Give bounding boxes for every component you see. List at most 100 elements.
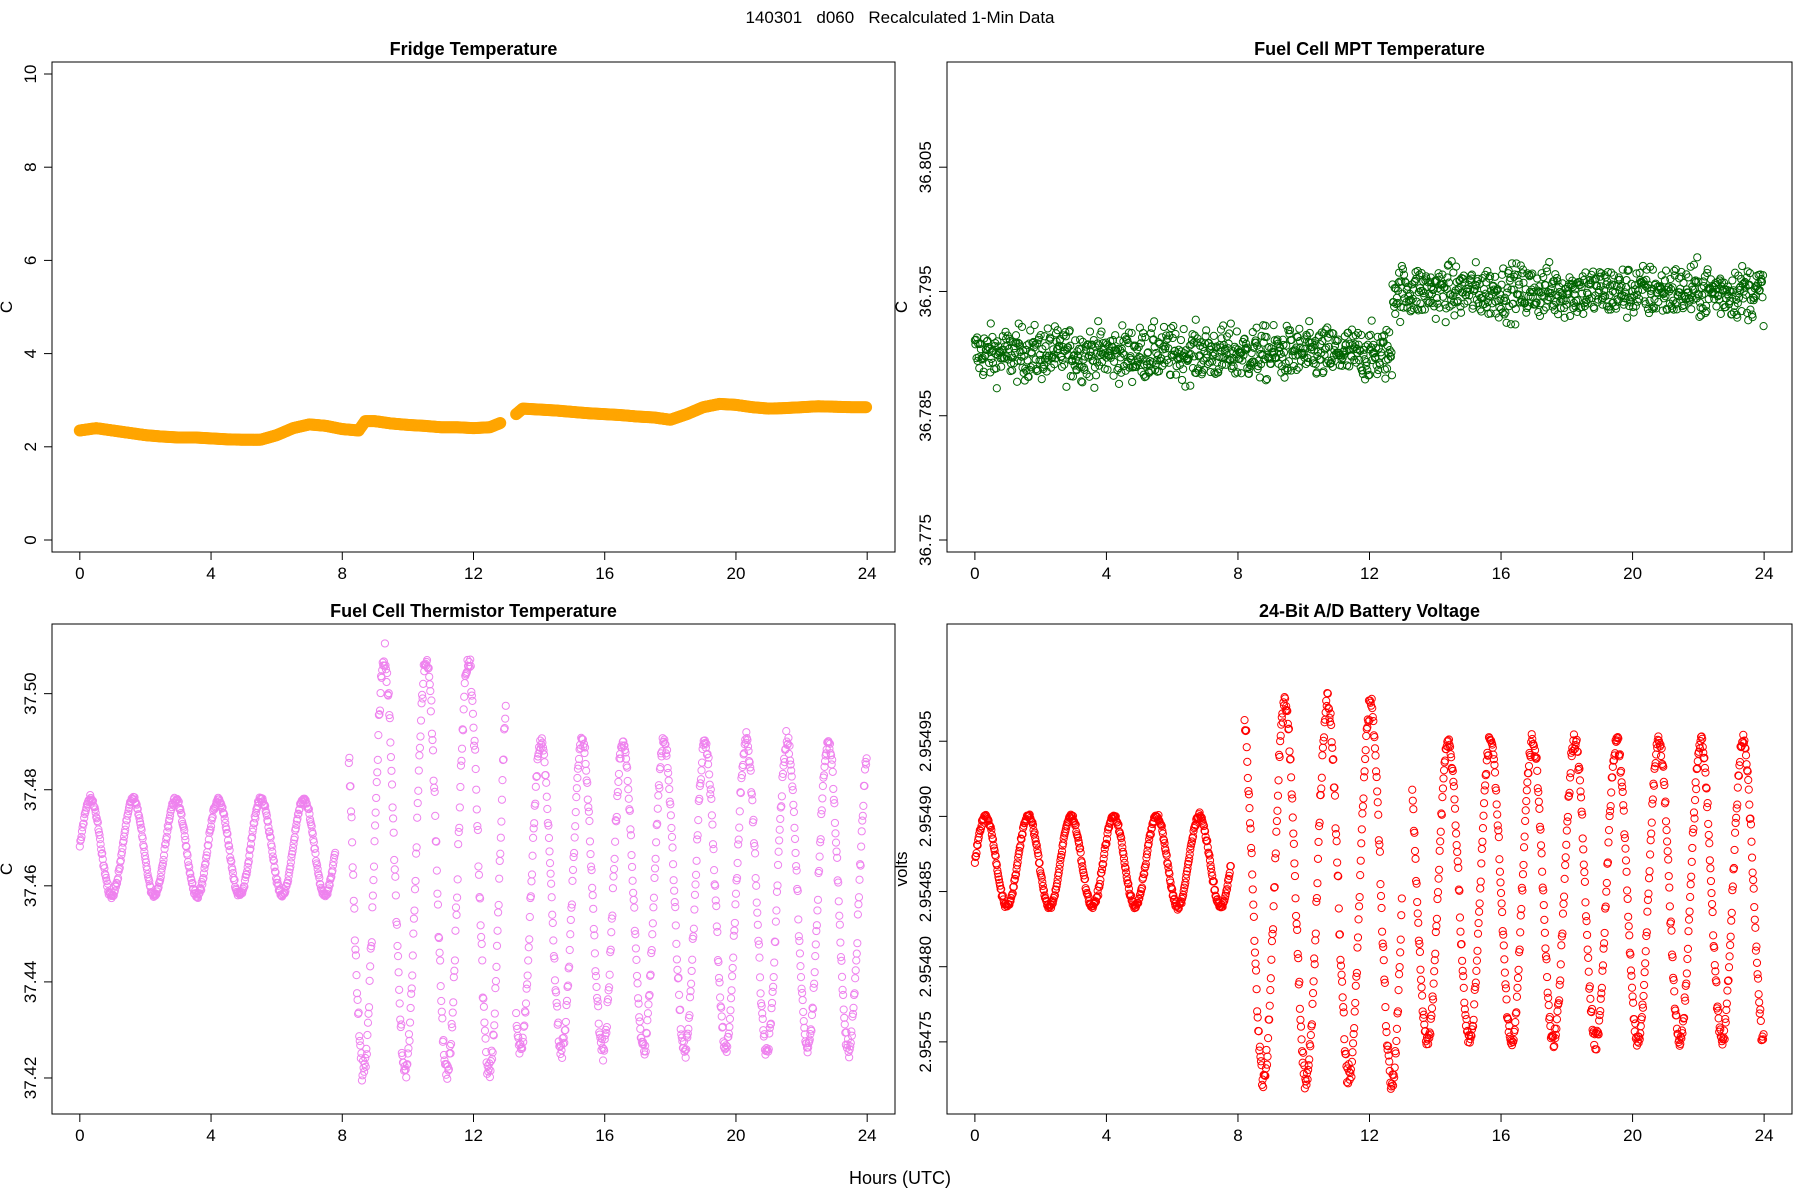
data-point	[428, 746, 438, 755]
data-point	[860, 781, 869, 791]
data-point	[1036, 331, 1045, 340]
data-point	[688, 955, 697, 964]
x-tick-label: 12	[464, 564, 483, 583]
data-point	[1152, 356, 1161, 365]
data-point	[1261, 321, 1270, 330]
data-point	[1520, 832, 1529, 841]
data-point	[1015, 339, 1024, 348]
data-point	[1561, 861, 1570, 870]
data-point	[409, 929, 418, 938]
data-point	[1103, 365, 1112, 374]
data-point	[1608, 773, 1617, 782]
data-point	[1684, 927, 1693, 936]
data-point	[1130, 342, 1139, 351]
data-point	[1687, 305, 1696, 314]
data-point	[666, 811, 675, 820]
data-point	[1311, 936, 1320, 945]
data-point	[798, 995, 807, 1005]
data-point	[752, 898, 761, 907]
data-point	[708, 820, 717, 829]
data-point	[1600, 928, 1609, 938]
data-point	[1420, 1020, 1429, 1029]
data-point	[1053, 326, 1062, 335]
data-point	[1386, 352, 1395, 361]
data-point	[495, 856, 504, 866]
data-point	[1390, 1063, 1399, 1072]
data-point	[1397, 911, 1406, 920]
data-point	[1181, 382, 1190, 391]
data-point	[690, 905, 699, 914]
data-point	[528, 833, 538, 842]
data-point	[1085, 327, 1095, 336]
data-point	[1340, 1035, 1349, 1044]
data-point	[1416, 965, 1425, 974]
data-point	[1373, 370, 1382, 379]
data-point	[389, 828, 398, 837]
data-point	[1378, 927, 1387, 936]
data-point	[524, 956, 533, 965]
data-point	[1472, 956, 1482, 965]
x-tick-label: 20	[1623, 564, 1642, 583]
data-point	[1512, 259, 1521, 268]
data-point	[614, 769, 624, 779]
data-point	[1289, 829, 1298, 838]
data-point	[831, 829, 840, 838]
data-point	[568, 876, 577, 886]
data-point	[789, 800, 798, 809]
data-point	[1269, 902, 1278, 911]
data-point	[457, 756, 466, 765]
data-point	[835, 920, 844, 929]
data-point	[1492, 800, 1501, 809]
data-point	[582, 766, 591, 775]
data-point	[1050, 360, 1059, 369]
data-point	[837, 972, 847, 982]
data-point	[694, 816, 703, 825]
data-point	[1408, 785, 1417, 794]
data-point	[572, 784, 581, 793]
data-point	[568, 865, 578, 875]
data-point	[1197, 360, 1206, 369]
data-point	[1370, 744, 1380, 753]
data-point	[1031, 355, 1040, 364]
data-point	[852, 949, 861, 958]
data-point	[1313, 879, 1322, 888]
data-point	[794, 915, 803, 924]
data-point	[1289, 839, 1298, 848]
data-point	[1582, 917, 1591, 926]
data-point	[1274, 776, 1283, 785]
data-point	[1207, 342, 1216, 351]
x-tick-label: 4	[1102, 1126, 1111, 1145]
data-point	[709, 845, 718, 854]
data-point	[1479, 285, 1489, 294]
data-point	[581, 759, 590, 769]
data-point	[1012, 377, 1022, 386]
data-point	[1495, 867, 1505, 876]
data-point	[769, 982, 778, 991]
data-point	[607, 928, 616, 937]
data-point	[1692, 785, 1701, 794]
data-point	[1030, 320, 1039, 330]
data-point	[1688, 843, 1697, 853]
data-point	[1124, 338, 1133, 348]
data-point	[1339, 1008, 1348, 1017]
data-point	[1137, 333, 1147, 342]
data-point	[1157, 333, 1166, 342]
data-point	[349, 896, 358, 905]
data-point	[1187, 340, 1196, 349]
data-point	[1606, 802, 1615, 811]
data-point	[1685, 907, 1694, 916]
data-point	[426, 707, 435, 716]
data-point	[1179, 365, 1188, 374]
data-point	[684, 1024, 693, 1033]
data-point	[1438, 792, 1447, 802]
data-point	[1490, 768, 1500, 777]
data-point	[1481, 781, 1490, 790]
data-point	[1284, 357, 1294, 366]
data-point	[1451, 262, 1461, 271]
data-point	[496, 833, 505, 842]
data-point	[572, 793, 581, 802]
data-point	[1348, 1048, 1357, 1057]
data-point	[1305, 317, 1314, 326]
data-point	[1472, 966, 1481, 975]
data-point	[1226, 861, 1235, 871]
